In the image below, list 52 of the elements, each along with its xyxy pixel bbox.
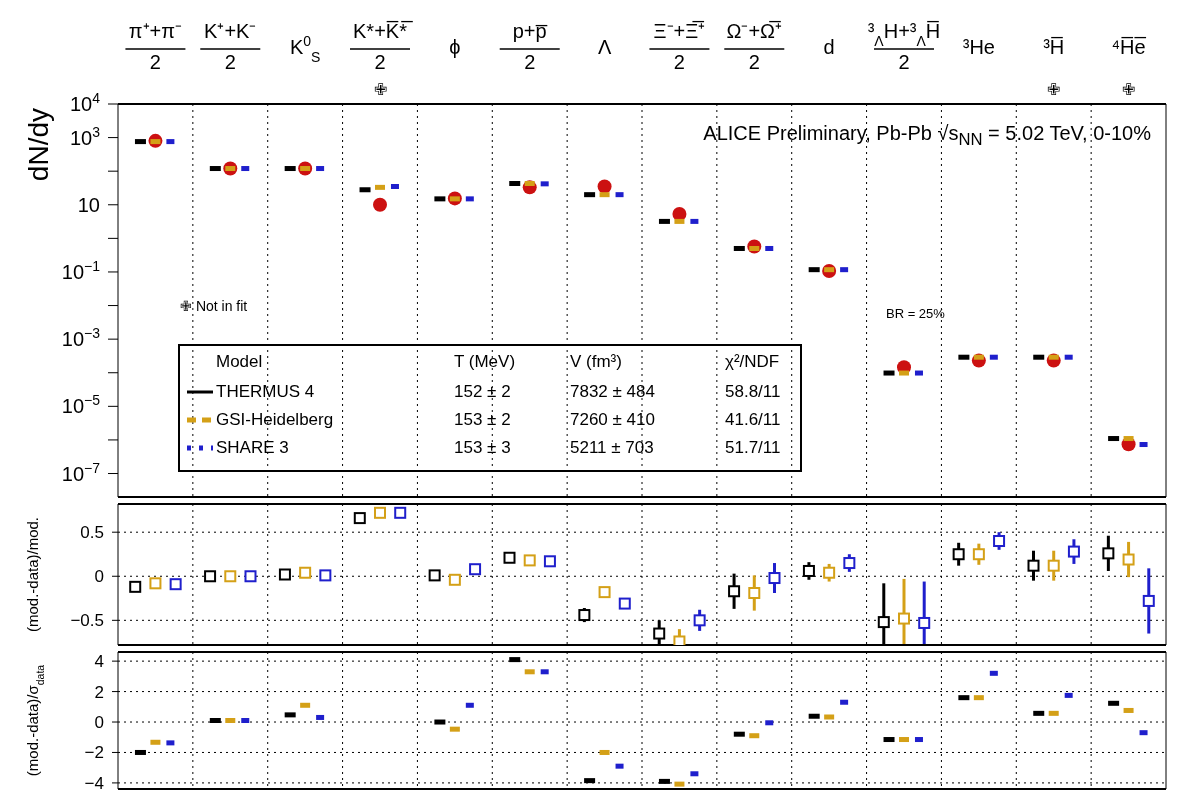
y-tick-label: −4 [84, 773, 104, 792]
annotation: 58.8/11 [725, 382, 781, 402]
y-tick-label: 10$^{−5}$ [61, 392, 101, 418]
y-axis-title: dN/dy [23, 108, 54, 182]
y-tick-label: 0 [94, 567, 104, 587]
annotation: 153 ± 2 [454, 410, 511, 430]
x-tick-label: K⁺+K⁻ 2 [204, 20, 257, 73]
legend-label: THERMUS 4 [216, 382, 315, 402]
y-tick-label: 10$^{−1}$ [61, 257, 101, 283]
annotation: 41.6/11 [725, 410, 781, 430]
x-tick-label: π⁺+π⁻ 2 [128, 20, 183, 73]
y-tick-label: −2 [84, 743, 104, 763]
y-tick-label: 10$^{4}$ [69, 90, 101, 115]
annotation: 5211 ± 703 [570, 438, 654, 458]
x-tick-label: ⁴H̅e̅ [1111, 36, 1147, 58]
y-tick-label: 10$^{−7}$ [61, 459, 101, 485]
annotation: BR = 25% [886, 306, 945, 321]
y-axis-title: (mod.-data)/mod. [24, 516, 41, 633]
annotation: 153 ± 3 [454, 438, 511, 458]
annotation: T (MeV) [454, 352, 516, 372]
x-tick-label: ³$_{Λ}$H+³$_{Λ}$H̅ 2 [867, 20, 941, 73]
text: ✙ [372, 80, 388, 99]
annotation: 51.7/11 [725, 438, 781, 458]
legend-label: GSI-Heidelberg [216, 410, 334, 430]
x-tick-label: p+p̅ 2 [512, 20, 548, 73]
x-tick-label: ϕ [449, 36, 461, 58]
x-tick-label: ³He [962, 36, 995, 58]
x-tick-label: ³H̅ [1043, 36, 1065, 58]
legend-label: SHARE 3 [216, 438, 289, 458]
legend-title: Model [216, 352, 263, 372]
annotation: V (fm³) [570, 352, 622, 372]
annotation: 7260 ± 410 [570, 410, 655, 430]
annotation: 7832 ± 484 [570, 382, 655, 402]
y-tick-label: 10 [77, 193, 100, 216]
text: ✙ [1121, 80, 1137, 99]
annotation: χ²/NDF [725, 352, 780, 372]
y-tick-label: 2 [94, 682, 104, 702]
y-tick-label: 10$^{−3}$ [61, 325, 101, 351]
x-tick-label: Ω⁻+Ω̅⁺ 2 [726, 20, 783, 73]
x-tick-label: K*+K̅*̅ 2 [353, 20, 413, 73]
y-tick-label: 10$^{3}$ [69, 123, 101, 149]
x-tick-label: Ξ⁻+Ξ̅⁺ 2 [653, 20, 706, 73]
annotation: 152 ± 2 [454, 382, 511, 402]
annotation: ✙ Not in fit [180, 298, 248, 314]
text: ✙ [1046, 80, 1062, 99]
y-tick-label: −0.5 [70, 611, 104, 631]
x-tick-label: Λ [597, 36, 612, 58]
y-tick-label: 0 [94, 712, 104, 732]
text: ALICE Preliminary, Pb-Pb √s$_{NN}$ = 5.02 TeV, 0-10% [703, 122, 1151, 150]
x-tick-label: d [823, 36, 835, 58]
y-tick-label: 4 [94, 652, 104, 672]
y-tick-label: 0.5 [80, 523, 104, 543]
